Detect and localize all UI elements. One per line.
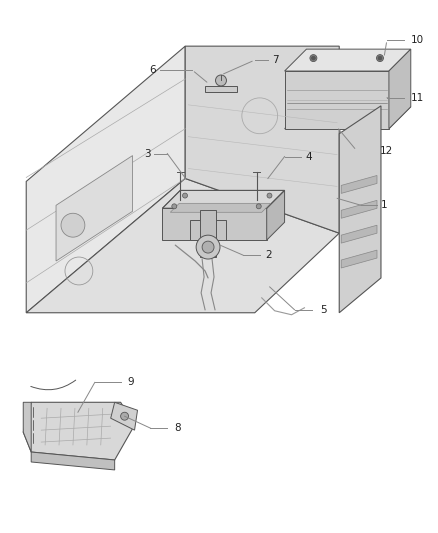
- Text: 12: 12: [379, 146, 393, 156]
- Polygon shape: [285, 107, 411, 129]
- Polygon shape: [389, 49, 411, 129]
- Text: 3: 3: [144, 149, 151, 159]
- Polygon shape: [31, 452, 115, 470]
- Circle shape: [256, 204, 261, 209]
- Circle shape: [172, 204, 177, 209]
- Circle shape: [310, 54, 317, 62]
- Text: 5: 5: [320, 305, 327, 315]
- Circle shape: [267, 193, 272, 198]
- Polygon shape: [111, 402, 138, 430]
- Polygon shape: [56, 156, 133, 261]
- Polygon shape: [341, 250, 377, 268]
- Polygon shape: [205, 86, 237, 92]
- Text: 10: 10: [411, 35, 424, 45]
- Polygon shape: [23, 402, 31, 452]
- Polygon shape: [285, 49, 411, 71]
- Polygon shape: [341, 200, 377, 218]
- Circle shape: [377, 54, 383, 62]
- Text: 2: 2: [266, 250, 272, 260]
- Text: 9: 9: [127, 377, 134, 387]
- Circle shape: [202, 241, 214, 253]
- Polygon shape: [162, 190, 285, 208]
- Polygon shape: [170, 203, 271, 212]
- Polygon shape: [190, 220, 226, 240]
- Polygon shape: [23, 402, 134, 460]
- Polygon shape: [285, 71, 389, 129]
- Circle shape: [120, 412, 129, 420]
- Polygon shape: [185, 46, 339, 233]
- Circle shape: [215, 75, 226, 86]
- Polygon shape: [162, 208, 267, 240]
- Text: 6: 6: [149, 65, 156, 75]
- Polygon shape: [200, 211, 216, 257]
- Polygon shape: [267, 190, 285, 240]
- Text: 4: 4: [305, 151, 312, 161]
- Text: 1: 1: [381, 200, 388, 211]
- Circle shape: [196, 235, 220, 259]
- Text: 7: 7: [272, 55, 279, 65]
- Circle shape: [183, 193, 187, 198]
- Circle shape: [311, 56, 315, 60]
- Circle shape: [61, 213, 85, 237]
- Polygon shape: [26, 46, 185, 313]
- Circle shape: [378, 56, 382, 60]
- Polygon shape: [339, 106, 381, 313]
- Polygon shape: [341, 175, 377, 193]
- Polygon shape: [341, 225, 377, 243]
- Polygon shape: [26, 179, 339, 313]
- Text: 11: 11: [411, 93, 424, 103]
- Text: 8: 8: [174, 423, 181, 433]
